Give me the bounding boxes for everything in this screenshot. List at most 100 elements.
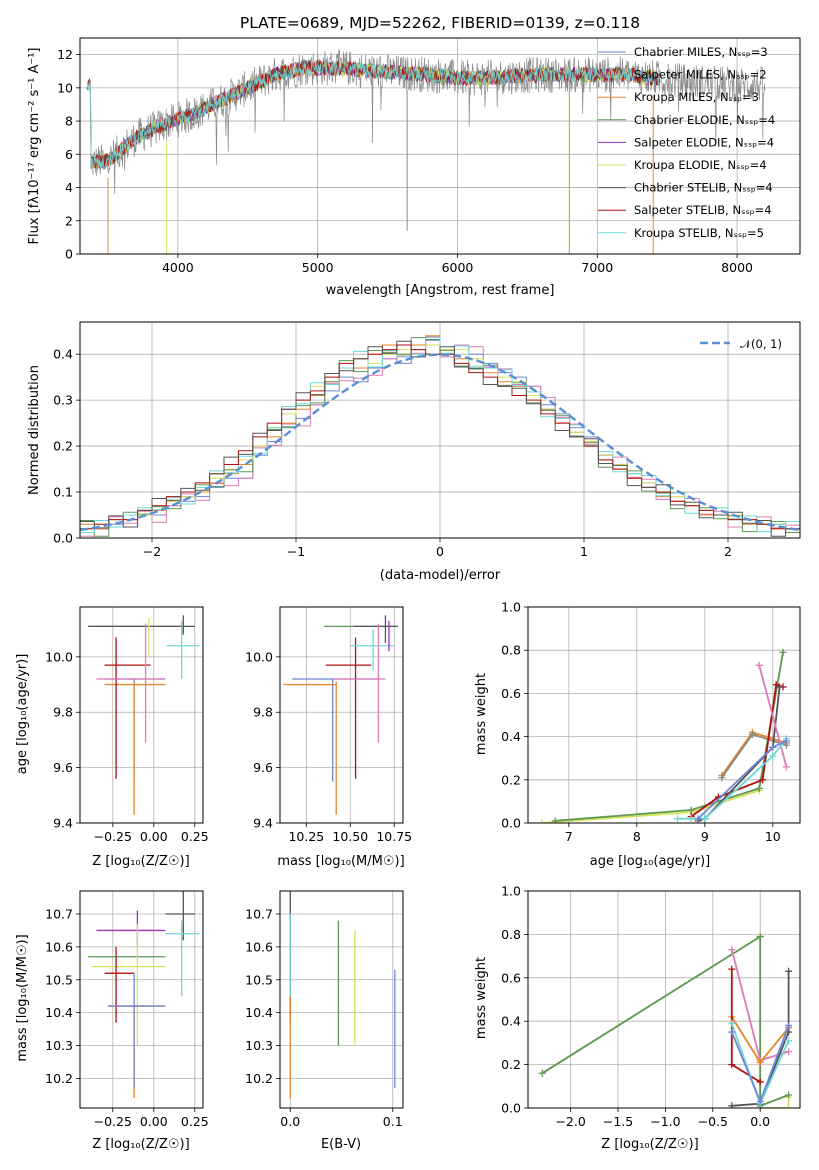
histogram-legend-label: 𝒩(0, 1)	[740, 337, 782, 351]
p1-xlabel: Z [log₁₀(Z/Z☉)]	[92, 854, 189, 869]
legend-entry: Salpeter MILES, Nₛₛₚ=2	[634, 68, 767, 82]
p4-frame	[79, 890, 204, 1109]
p6-point-marker	[728, 1102, 736, 1108]
histogram-ylabel: Normed distribution	[27, 365, 42, 495]
p4-ylabel: mass [log₁₀(M/M☉)]	[15, 934, 30, 1061]
p4-plot-area	[80, 891, 203, 1108]
histogram-ytick-label: 0.1	[53, 485, 73, 500]
legend-entry: Salpeter ELODIE, Nₛₛₚ=4	[634, 135, 774, 149]
p2-plot-area	[280, 607, 403, 823]
p6-point-marker	[756, 1097, 764, 1105]
p6-point-marker	[785, 1104, 793, 1108]
p6-point-marker	[728, 1028, 736, 1036]
p3-xlabel: age [log₁₀(age/yr)]	[590, 854, 711, 869]
p3-point-marker	[782, 763, 790, 771]
p6-ytick-label: 0.2	[501, 1057, 521, 1072]
histogram-xtick-label: −2	[143, 544, 161, 559]
p5-data	[289, 891, 396, 1099]
spectrum-data	[86, 48, 766, 254]
p3-point-marker	[694, 815, 702, 823]
p5-ytick-label: 10.2	[245, 1071, 273, 1086]
legend-entry: Kroupa ELODIE, Nₛₛₚ=4	[634, 158, 767, 172]
legend-entry: Kroupa STELIB, Nₛₛₚ=5	[634, 226, 764, 240]
p6-xtick-label: −1.5	[603, 1114, 633, 1129]
spectrum-model-line	[86, 60, 661, 170]
legend-entry: Chabrier STELIB, Nₛₛₚ=4	[634, 181, 773, 195]
histogram-data	[80, 335, 800, 537]
p3-frame	[527, 606, 801, 824]
p4-xtick-label: −0.25	[94, 1114, 132, 1129]
p1-ytick-label: 9.4	[53, 816, 73, 831]
spectrum-panel: 4000 5000 6000 7000 8000 0 2 4 6 8 10 12 Chabrier MI…	[57, 37, 801, 275]
p6-point-marker	[756, 1078, 764, 1086]
p3-point-marker	[769, 743, 777, 751]
p5-ytick-label: 10.7	[245, 907, 273, 922]
p5-plot-area	[280, 891, 403, 1108]
histogram-ytick-label: 0.2	[53, 439, 73, 454]
spectrum-ytick-label: 0	[65, 247, 73, 262]
spectrum-ytick-label: 8	[65, 114, 73, 129]
spectrum-xtick-label: 8000	[721, 260, 753, 275]
p3-xtick-label: 10	[765, 829, 781, 844]
p3-point-marker	[701, 815, 709, 823]
mass-vs-metallicity-panel: −0.25 0.00 0.25 10.2 10.3 10.4 10.5 10.6 10.7	[45, 890, 209, 1129]
p3-plot-area	[528, 607, 800, 823]
p1-ytick-label: 9.8	[53, 705, 73, 720]
p2-ytick-label: 9.4	[253, 816, 273, 831]
gaussian-curve	[80, 353, 800, 532]
histogram-xtick-label: −1	[287, 544, 305, 559]
p3-ytick-label: 0.2	[501, 772, 521, 787]
p6-point-marker	[785, 967, 793, 975]
spectrum-ytick-label: 6	[65, 147, 73, 162]
p6-xtick-label: −1.0	[650, 1114, 680, 1129]
p6-xtick-label: −0.5	[698, 1114, 728, 1129]
p6-series-line	[541, 934, 789, 1108]
p4-ytick-label: 10.3	[45, 1038, 73, 1053]
legend-entry: Kroupa MILES, Nₛₛₚ=3	[634, 90, 759, 104]
p3-point-marker	[687, 806, 695, 814]
histogram-ytick-label: 0.0	[53, 531, 73, 546]
p3-series-line	[697, 686, 781, 822]
p1-xtick-label: 0.25	[181, 829, 209, 844]
p6-point-marker	[785, 1037, 793, 1045]
age-vs-mass-panel: 10.25 10.50 10.75 9.4 9.6 9.8 10.0	[245, 606, 412, 844]
p6-xtick-label: −2.0	[555, 1114, 585, 1129]
p2-frame	[279, 606, 404, 824]
p3-point-marker	[674, 815, 682, 823]
legend-entry: Chabrier MILES, Nₛₛₚ=3	[634, 45, 768, 59]
p3-ylabel: mass weight	[474, 673, 489, 755]
histogram-series-step	[80, 337, 800, 533]
histogram-frame	[79, 321, 801, 539]
p3-xtick-label: 7	[565, 829, 573, 844]
p4-ytick-label: 10.4	[45, 1005, 73, 1020]
p3-point-marker	[779, 648, 787, 656]
spectrum-ylabel: Flux [fλ10⁻¹⁷ erg cm⁻² s⁻¹ A⁻¹]	[27, 48, 42, 245]
p3-point-marker	[687, 815, 695, 823]
p3-ytick-label: 1.0	[501, 600, 521, 615]
histogram-xtick-label: 2	[724, 544, 732, 559]
p1-ylabel: age [log₁₀(age/yr)]	[15, 654, 30, 775]
p6-ytick-label: 0.8	[501, 927, 521, 942]
p6-point-marker	[785, 1048, 793, 1056]
spectrum-legend: Chabrier MILES, Nₛₛₚ=3 Salpeter MILES, Nₛ…	[598, 45, 775, 240]
p3-series-line	[758, 665, 788, 768]
weight-vs-age-panel: 7 8 9 10 0.0 0.2 0.4 0.6 0.8 1.0	[501, 600, 801, 844]
p1-xtick-label: −0.25	[94, 829, 132, 844]
p6-point-marker	[785, 1091, 793, 1099]
p6-point-marker	[756, 1058, 764, 1066]
p1-ytick-label: 10.0	[45, 649, 73, 664]
p5-xlabel: E(B-V)	[321, 1137, 361, 1152]
p3-ytick-label: 0.6	[501, 686, 521, 701]
p6-series-line	[731, 971, 790, 1107]
p6-ytick-label: 0.6	[501, 970, 521, 985]
p1-data	[88, 615, 200, 815]
p6-point-marker	[728, 1061, 736, 1069]
p2-ytick-label: 10.0	[245, 649, 273, 664]
spectrum-ytick-label: 12	[57, 47, 73, 62]
p2-ytick-label: 9.8	[253, 705, 273, 720]
p3-point-marker	[769, 752, 777, 760]
p2-data	[283, 615, 398, 815]
spectrum-xtick-label: 5000	[302, 260, 334, 275]
p5-ytick-label: 10.5	[245, 972, 273, 987]
